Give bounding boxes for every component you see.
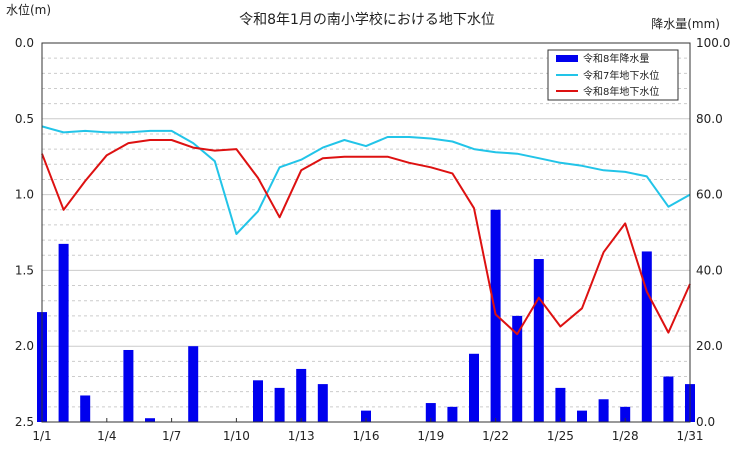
precipitation-bar (425, 403, 436, 422)
precipitation-bar (663, 376, 674, 422)
x-tick-label: 1/19 (417, 429, 444, 443)
x-tick-label: 1/1 (32, 429, 51, 443)
right-tick-label: 80.0 (696, 112, 723, 126)
precipitation-bar (296, 368, 307, 422)
precipitation-bar (512, 315, 523, 422)
right-tick-label: 60.0 (696, 188, 723, 202)
right-axis-label: 降水量(mm) (651, 17, 720, 31)
precipitation-bar (253, 380, 263, 422)
water-level-lines (41, 125, 691, 336)
right-tick-label: 100.0 (696, 36, 730, 50)
left-tick-label: 1.0 (15, 188, 34, 202)
precipitation-bar (80, 395, 91, 422)
r7-level-line (41, 125, 691, 235)
precipitation-bar (490, 209, 501, 422)
left-axis-label: 水位(m) (6, 2, 51, 17)
legend-label-r8-level: 令和8年地下水位 (583, 85, 659, 98)
precipitation-bar (145, 418, 155, 422)
precipitation-bar (317, 384, 328, 422)
left-tick-label: 0.5 (15, 112, 34, 126)
chart-title: 令和8年1月の南小学校における地下水位 (239, 11, 495, 28)
legend-swatch-precipitation (556, 55, 578, 62)
left-tick-label: 0.0 (15, 36, 34, 50)
r8-level-line (41, 139, 691, 336)
precipitation-bar (58, 243, 69, 422)
left-tick-label: 2.5 (15, 415, 34, 429)
legend-label-r7-level: 令和7年地下水位 (583, 69, 659, 82)
x-tick-label: 1/22 (482, 429, 509, 443)
right-tick-label: 40.0 (696, 263, 723, 277)
right-tick-label: 20.0 (696, 339, 723, 353)
left-tick-label: 2.0 (15, 339, 34, 353)
precipitation-bar (469, 353, 479, 422)
precipitation-bar (641, 251, 652, 422)
precipitation-bar (361, 410, 371, 422)
precipitation-bar (123, 349, 134, 422)
precipitation-bar (577, 410, 587, 422)
precipitation-bar (555, 387, 566, 422)
x-tick-label: 1/10 (223, 429, 250, 443)
x-tick-label: 1/16 (353, 429, 380, 443)
x-tick-label: 1/13 (288, 429, 315, 443)
precipitation-bar (598, 399, 609, 422)
x-tick-label: 1/4 (97, 429, 116, 443)
precipitation-bar (188, 346, 199, 422)
x-axis-ticks: 1/1 1/4 1/7 1/10 1/13 1/16 1/19 1/22 1/25 1/28 1/3… (32, 418, 703, 443)
right-tick-label: 0.0 (696, 415, 715, 429)
precipitation-bar (274, 387, 285, 422)
left-tick-label: 1.5 (15, 263, 34, 277)
x-tick-label: 1/31 (677, 429, 704, 443)
right-axis-ticks: 0.0 20.0 40.0 60.0 80.0 100.0 (696, 36, 730, 429)
precipitation-bar (447, 406, 458, 422)
precipitation-bar (620, 406, 631, 422)
x-tick-label: 1/25 (547, 429, 574, 443)
precipitation-bar (533, 259, 544, 422)
left-axis-ticks: 0.0 0.5 1.0 1.5 2.0 2.5 (15, 36, 34, 429)
grid-lines (42, 57, 690, 408)
x-tick-label: 1/28 (612, 429, 639, 443)
x-tick-label: 1/7 (162, 429, 181, 443)
legend: 令和8年降水量 令和7年地下水位 令和8年地下水位 (547, 49, 679, 101)
legend-label-precipitation: 令和8年降水量 (583, 52, 649, 65)
